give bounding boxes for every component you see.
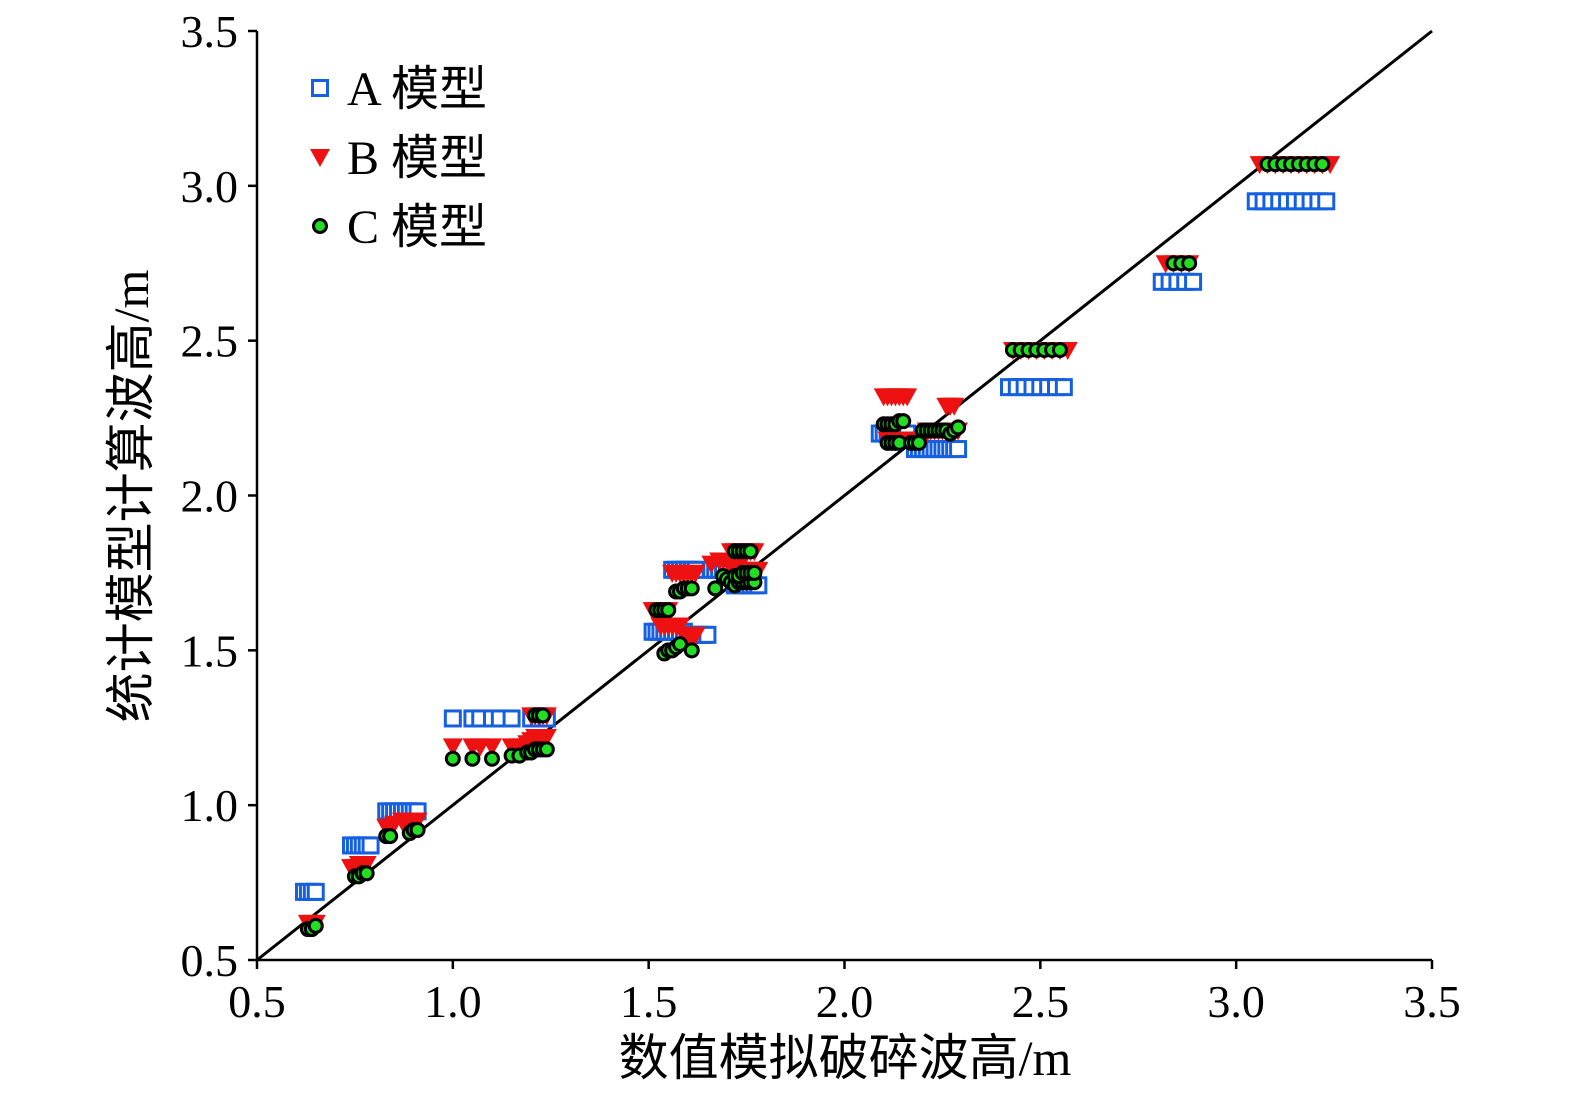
- y-tick-label: 2.5: [181, 316, 239, 367]
- reference-line-layer: [256, 29, 1433, 962]
- y-tick-label: 1.0: [181, 780, 239, 831]
- legend-marker: [310, 149, 330, 167]
- series-c-points: [299, 156, 1331, 938]
- data-point: [444, 750, 461, 767]
- legend-marker: [312, 218, 328, 234]
- x-axis-title: 数值模拟破碎波高/m: [619, 1030, 1072, 1086]
- data-point: [382, 828, 399, 845]
- data-point: [897, 388, 918, 407]
- data-point: [358, 865, 375, 882]
- x-tick-label: 2.0: [816, 976, 874, 1027]
- tick-labels-layer: 0.5 1.0 1.5 2.0 2.5 3.0 3.5 0.5 1.0 1.5 2.0 2.5 3.0 3…: [181, 6, 1461, 1027]
- data-point: [484, 750, 500, 767]
- data-point: [1051, 341, 1068, 358]
- data-point: [895, 413, 912, 430]
- legend-item: B 模型: [310, 132, 487, 185]
- data-point: [536, 729, 557, 748]
- y-axis-title: 统计模型计算波高/m: [103, 270, 159, 723]
- data-point: [482, 738, 502, 757]
- data-point: [1181, 255, 1198, 272]
- data-point: [742, 543, 759, 560]
- y-tick-label: 3.0: [181, 161, 239, 212]
- legend-marker: [311, 79, 329, 97]
- y-tick-label: 0.5: [181, 935, 239, 986]
- data-point: [683, 642, 700, 659]
- series-b-points: [297, 156, 1341, 933]
- data-point: [670, 617, 690, 636]
- data-point: [307, 917, 324, 934]
- y-tick-label: 2.0: [181, 471, 239, 522]
- legend-label: C 模型: [347, 201, 487, 254]
- data-point: [1314, 156, 1331, 173]
- data-point: [464, 750, 481, 767]
- legend: A 模型 B 模型 C 模型: [310, 63, 487, 254]
- x-tick-label: 3.5: [1403, 976, 1461, 1027]
- data-point: [361, 836, 380, 855]
- legend-label: B 模型: [347, 132, 487, 185]
- data-point: [1317, 192, 1336, 211]
- legend-item: C 模型: [312, 201, 487, 254]
- data-point: [502, 709, 521, 728]
- data-point: [409, 821, 426, 838]
- legend-item: A 模型: [311, 63, 487, 116]
- data-point: [660, 602, 677, 619]
- reference-line-y-equals-x: [256, 29, 1433, 962]
- x-tick-label: 1.0: [424, 976, 482, 1027]
- data-point: [534, 707, 551, 724]
- data-point: [306, 882, 325, 901]
- data-point: [1184, 272, 1203, 291]
- data-point: [949, 440, 968, 459]
- x-tick-label: 1.5: [620, 976, 678, 1027]
- data-point: [538, 741, 555, 758]
- axes-layer: [248, 29, 1434, 969]
- data-point: [685, 626, 706, 645]
- data-point: [685, 564, 706, 583]
- data-point: [746, 564, 763, 581]
- data-points-layer: [295, 156, 1341, 938]
- data-point: [683, 580, 700, 597]
- data-point: [707, 580, 724, 597]
- data-point: [407, 812, 428, 831]
- data-point: [950, 419, 967, 436]
- x-tick-label: 2.5: [1012, 976, 1070, 1027]
- legend-label: A 模型: [347, 63, 487, 116]
- x-tick-label: 3.0: [1207, 976, 1265, 1027]
- data-point: [443, 709, 462, 728]
- data-point: [1054, 378, 1073, 397]
- y-tick-label: 1.5: [181, 625, 239, 676]
- x-tick-label: 0.5: [228, 976, 286, 1027]
- data-point: [356, 856, 377, 875]
- data-point: [944, 397, 965, 416]
- series-a-points: [295, 192, 1336, 901]
- data-point: [442, 738, 463, 757]
- data-point: [672, 636, 688, 653]
- y-tick-label: 3.5: [181, 6, 239, 57]
